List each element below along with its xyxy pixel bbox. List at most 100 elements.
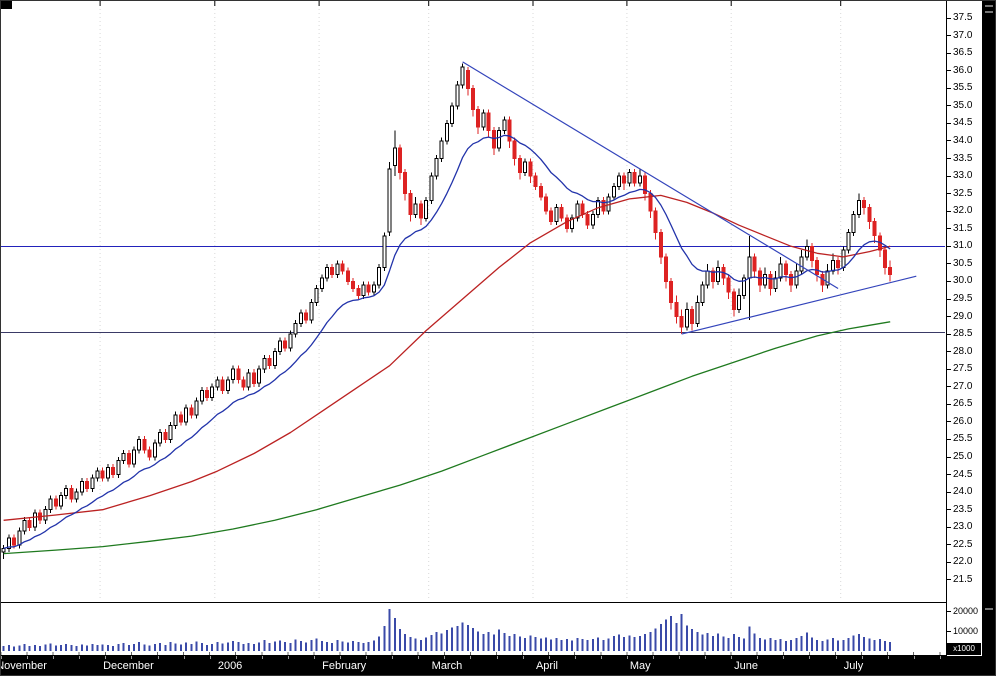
price-axis[interactable]: 37.5 37.0 36.5 36.0 35.5 35.0 34.5 34.0 33.5 33.0… [947,1,982,656]
price-tick-mark [947,87,951,89]
week-tick-mark [939,656,941,659]
week-tick-mark [79,656,81,659]
volume-panel-canvas[interactable] [1,603,946,655]
week-tick-mark [496,656,498,659]
price-tick-label: 25.0 [953,451,973,463]
price-tick-mark [947,351,951,353]
price-tick-mark [947,158,951,159]
month-label: November [1,660,47,672]
week-tick-mark [705,656,707,659]
price-tick-label: 27.0 [953,380,973,392]
price-tick-mark [947,263,951,265]
week-tick-mark [470,656,472,659]
price-tick-mark [947,368,951,370]
week-tick-mark [626,656,628,659]
week-tick-mark [261,656,263,659]
volume-panel-bottom-line [1,655,982,656]
price-tick-label: 30.0 [953,275,973,287]
week-tick-mark [731,656,733,659]
price-tick-mark [947,70,951,72]
month-label: 2006 [217,660,243,672]
week-tick-mark [392,656,394,659]
price-tick-mark [947,105,951,107]
scrollbar-strip[interactable] [982,1,995,675]
scrollbar-mark [985,5,993,7]
week-tick-mark [757,656,759,659]
week-tick-mark [53,656,55,659]
price-tick-mark [947,17,951,19]
price-tick-mark [947,210,951,212]
price-tick-label: 31.5 [953,222,973,234]
week-tick-mark [835,656,837,659]
week-tick-mark [444,656,446,659]
week-tick-mark [183,656,185,659]
price-tick-mark [947,245,951,247]
month-label: March [431,660,463,672]
main-chart-canvas[interactable] [1,1,946,602]
price-axis-separator-line [946,1,947,656]
week-tick-mark [522,656,524,659]
week-tick-mark [235,656,237,659]
price-tick-label: 28.0 [953,345,973,357]
week-tick-mark [287,656,289,659]
week-tick-mark [574,656,576,659]
price-tick-label: 30.5 [953,257,973,269]
price-tick-label: 23.0 [953,521,973,533]
week-tick-mark [131,656,133,659]
price-tick-mark [947,456,951,458]
price-tick-mark [947,544,951,546]
week-tick-mark [861,656,863,659]
price-tick-label: 29.0 [953,310,973,322]
price-tick-mark [947,579,951,581]
week-tick-mark [913,656,915,659]
price-tick-label: 32.5 [953,187,973,199]
price-tick-label: 32.0 [953,205,973,217]
week-tick-mark [600,656,602,659]
price-chart-svg [1,1,945,601]
volume-svg [1,609,941,655]
time-axis[interactable]: November December 2006 February March April Ma… [1,656,982,675]
price-tick-mark [947,333,951,335]
price-tick-mark [947,193,951,195]
price-tick-mark [947,438,951,440]
week-tick-mark [157,656,159,659]
week-tick-mark [340,656,341,659]
week-tick-mark [652,656,654,659]
price-tick-label: 22.5 [953,538,973,550]
price-tick-mark [947,280,951,282]
week-tick-mark [27,656,29,659]
price-tick-label: 27.5 [953,363,973,375]
price-tick-mark [947,386,951,388]
price-tick-mark [947,474,951,476]
volume-tick-mark [947,610,951,612]
price-tick-mark [947,403,951,405]
price-tick-label: 36.0 [953,64,973,76]
price-tick-mark [947,52,951,54]
price-tick-mark [947,35,951,37]
price-tick-label: 25.5 [953,433,973,445]
volume-tick-label: 10000 [953,626,979,636]
week-tick-mark [783,656,785,659]
price-tick-label: 26.0 [953,415,973,427]
week-tick-mark [1,656,2,659]
price-tick-label: 23.5 [953,503,973,515]
week-tick-mark [548,656,550,659]
week-tick-mark [313,656,315,659]
price-tick-mark [947,421,951,423]
month-label: June [734,660,759,672]
volume-multiplier-badge: x1000 [947,643,981,655]
price-tick-mark [947,509,951,511]
price-tick-mark [947,175,951,177]
price-tick-label: 24.0 [953,486,973,498]
price-tick-label: 35.5 [953,82,973,94]
month-label: April [535,660,558,672]
price-tick-label: 34.0 [953,134,973,146]
price-tick-label: 37.0 [953,29,973,41]
price-tick-label: 33.0 [953,170,973,182]
volume-tick-label: 20000 [953,606,979,616]
volume-tick-mark [947,630,951,632]
month-label: July [843,660,864,672]
price-tick-label: 22.0 [953,556,973,568]
volume-panel-top-line [1,602,982,603]
